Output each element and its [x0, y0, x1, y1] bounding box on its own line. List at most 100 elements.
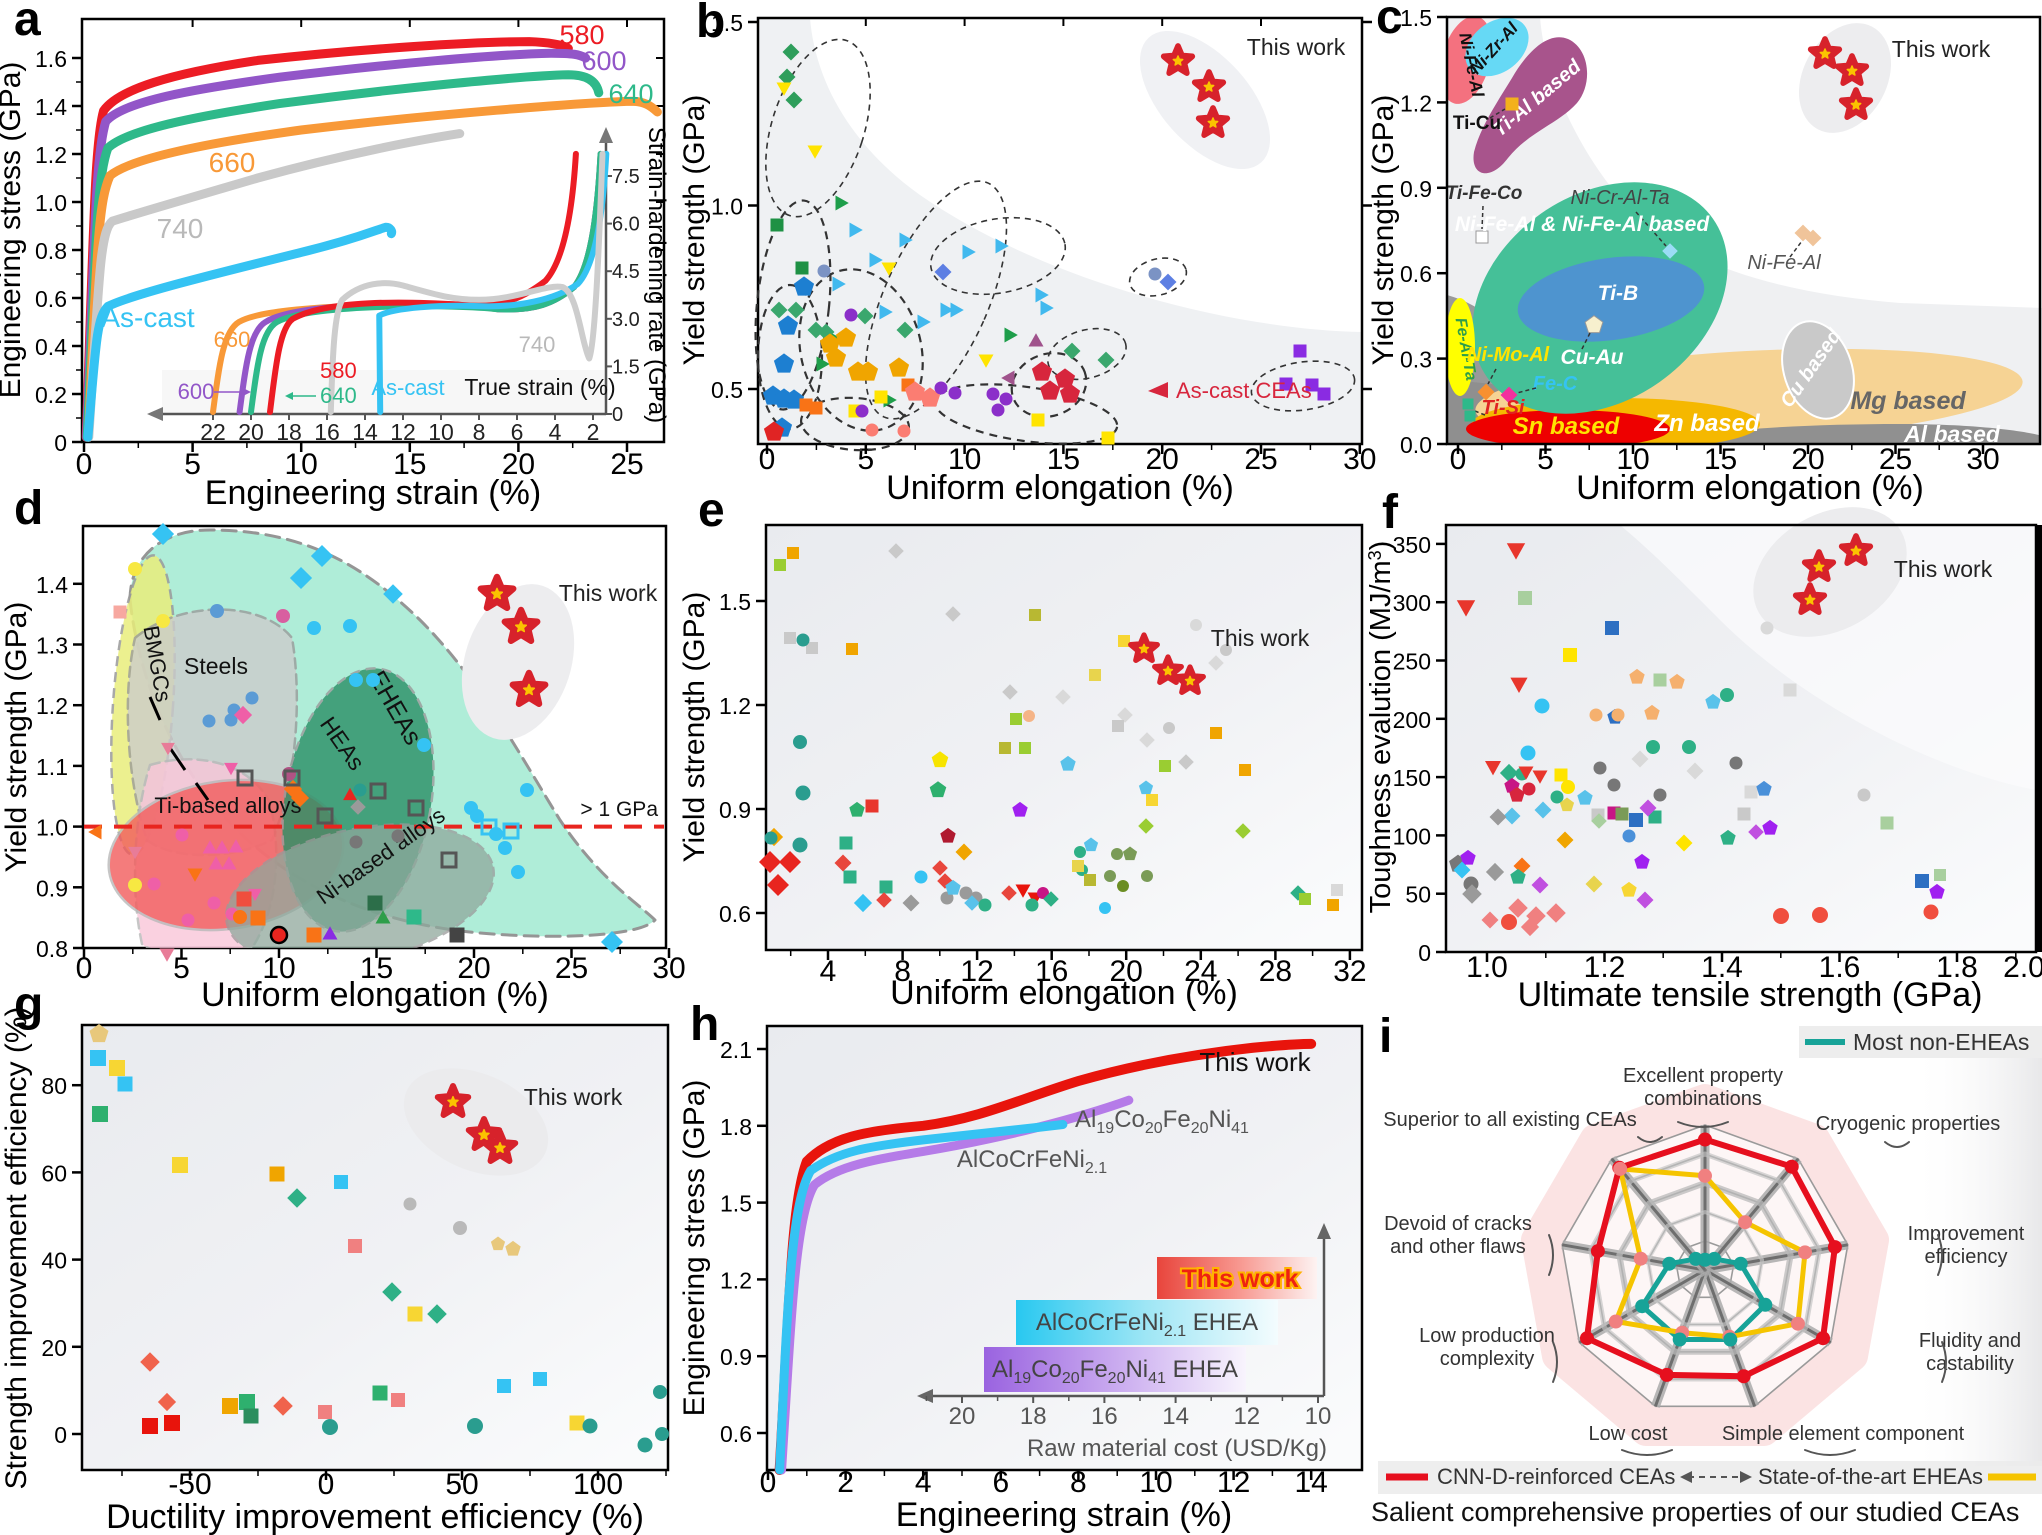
- svg-text:Ti-Fe-Co: Ti-Fe-Co: [1446, 183, 1523, 204]
- svg-text:This work: This work: [1892, 36, 1991, 62]
- svg-text:complexity: complexity: [1440, 1348, 1534, 1370]
- svg-text:0.8: 0.8: [36, 936, 68, 962]
- svg-text:As-cast: As-cast: [371, 375, 444, 400]
- svg-text:640: 640: [320, 383, 357, 408]
- svg-text:h: h: [690, 998, 719, 1051]
- svg-text:10: 10: [948, 443, 981, 476]
- svg-text:0: 0: [760, 1466, 777, 1499]
- svg-text:Devoid of cracks: Devoid of cracks: [1384, 1213, 1532, 1235]
- svg-text:castability: castability: [1926, 1353, 2014, 1375]
- svg-text:6.0: 6.0: [612, 214, 640, 236]
- svg-text:Superior to all existing CEAs: Superior to all existing CEAs: [1383, 1109, 1636, 1131]
- svg-text:4: 4: [820, 955, 837, 988]
- svg-text:150: 150: [1393, 765, 1431, 791]
- svg-text:This work: This work: [524, 1084, 623, 1110]
- svg-text:AlCoCrFeNi2.1 EHEA: AlCoCrFeNi2.1 EHEA: [1036, 1309, 1258, 1340]
- svg-text:Mg based: Mg based: [1850, 387, 1966, 415]
- svg-text:This work: This work: [1247, 34, 1346, 60]
- svg-text:State-of-the-art EHEAs: State-of-the-art EHEAs: [1758, 1464, 1983, 1489]
- svg-text:25: 25: [1244, 443, 1277, 476]
- svg-text:Uniform elongation (%): Uniform elongation (%): [890, 974, 1238, 1012]
- svg-text:16: 16: [1035, 955, 1068, 988]
- svg-text:-50: -50: [168, 1468, 211, 1501]
- svg-text:30: 30: [652, 952, 685, 985]
- svg-text:1.6: 1.6: [35, 46, 67, 72]
- svg-text:12: 12: [390, 419, 416, 445]
- svg-text:15: 15: [393, 448, 426, 481]
- svg-text:20: 20: [41, 1335, 67, 1361]
- svg-text:Simple element component: Simple element component: [1722, 1423, 1965, 1445]
- svg-text:6: 6: [511, 419, 524, 445]
- svg-text:20: 20: [1791, 443, 1824, 476]
- svg-text:Engineering stress (GPa): Engineering stress (GPa): [0, 62, 27, 399]
- svg-text:This work: This work: [1199, 1047, 1311, 1077]
- svg-text:0.6: 0.6: [719, 901, 751, 927]
- svg-text:25: 25: [1879, 443, 1912, 476]
- svg-text:10: 10: [428, 419, 454, 445]
- svg-text:Uniform elongation (%): Uniform elongation (%): [201, 976, 549, 1014]
- svg-text:2: 2: [587, 419, 600, 445]
- svg-text:0: 0: [318, 1468, 335, 1501]
- svg-text:20: 20: [238, 419, 264, 445]
- svg-text:Yield strength (GPa): Yield strength (GPa): [678, 95, 711, 366]
- svg-text:30: 30: [1966, 443, 1999, 476]
- svg-text:250: 250: [1393, 649, 1431, 675]
- svg-text:0.9: 0.9: [719, 797, 751, 823]
- svg-text:0: 0: [612, 404, 623, 426]
- svg-text:2.0: 2.0: [2003, 951, 2042, 984]
- svg-text:True strain (%): True strain (%): [464, 374, 615, 400]
- svg-text:24: 24: [1184, 955, 1217, 988]
- svg-text:20: 20: [949, 1403, 976, 1430]
- svg-text:100: 100: [573, 1468, 623, 1501]
- svg-text:14: 14: [1295, 1466, 1328, 1499]
- svg-text:Yield strength (GPa): Yield strength (GPa): [1367, 95, 1400, 366]
- svg-text:8: 8: [894, 955, 911, 988]
- svg-text:15: 15: [1704, 443, 1737, 476]
- svg-text:20: 20: [502, 448, 535, 481]
- svg-text:Engineering strain (%): Engineering strain (%): [896, 1496, 1232, 1534]
- svg-text:0: 0: [54, 430, 67, 456]
- svg-text:30: 30: [1343, 443, 1376, 476]
- svg-text:and other flaws: and other flaws: [1390, 1236, 1526, 1258]
- svg-text:Uniform elongation (%): Uniform elongation (%): [1576, 469, 1924, 507]
- svg-text:16: 16: [314, 419, 340, 445]
- svg-text:Ti-B: Ti-B: [1598, 282, 1638, 305]
- svg-text:AlCoCrFeNi2.1: AlCoCrFeNi2.1: [957, 1146, 1107, 1177]
- svg-text:Fe-C: Fe-C: [1533, 373, 1578, 395]
- svg-text:0.9: 0.9: [720, 1344, 752, 1370]
- svg-text:Raw material cost (USD/Kg): Raw material cost (USD/Kg): [1027, 1435, 1327, 1462]
- svg-text:60: 60: [41, 1160, 67, 1186]
- svg-text:25: 25: [610, 448, 643, 481]
- svg-text:4.5: 4.5: [612, 261, 640, 283]
- svg-text:0: 0: [1450, 443, 1467, 476]
- svg-text:15: 15: [1047, 443, 1080, 476]
- svg-text:Engineering strain (%): Engineering strain (%): [205, 474, 541, 512]
- svg-text:12: 12: [1233, 1403, 1260, 1430]
- svg-text:Yield strength (GPa): Yield strength (GPa): [0, 602, 33, 873]
- svg-text:100: 100: [1393, 823, 1431, 849]
- svg-text:6: 6: [992, 1466, 1009, 1499]
- svg-text:0: 0: [54, 1422, 67, 1448]
- svg-text:640: 640: [608, 79, 653, 109]
- svg-text:1.0: 1.0: [35, 190, 67, 216]
- svg-text:22: 22: [200, 419, 226, 445]
- svg-text:1.2: 1.2: [1400, 90, 1432, 116]
- svg-text:2.1: 2.1: [720, 1037, 752, 1063]
- svg-text:efficiency: efficiency: [1924, 1246, 2007, 1268]
- svg-text:660: 660: [209, 147, 256, 178]
- svg-text:18: 18: [276, 419, 302, 445]
- svg-text:4: 4: [915, 1466, 932, 1499]
- svg-text:2: 2: [837, 1466, 854, 1499]
- svg-text:10: 10: [1305, 1403, 1332, 1430]
- svg-text:1.0: 1.0: [711, 194, 743, 220]
- svg-text:0.2: 0.2: [35, 382, 67, 408]
- svg-text:10: 10: [262, 952, 295, 985]
- svg-text:0.4: 0.4: [35, 334, 67, 360]
- svg-text:50: 50: [445, 1468, 478, 1501]
- svg-text:12: 12: [960, 955, 993, 988]
- svg-text:1.5: 1.5: [1400, 5, 1432, 31]
- svg-text:Low cost: Low cost: [1589, 1423, 1668, 1445]
- svg-text:> 1 GPa: > 1 GPa: [580, 798, 658, 821]
- svg-text:580: 580: [559, 20, 604, 50]
- svg-text:1.2: 1.2: [719, 693, 751, 719]
